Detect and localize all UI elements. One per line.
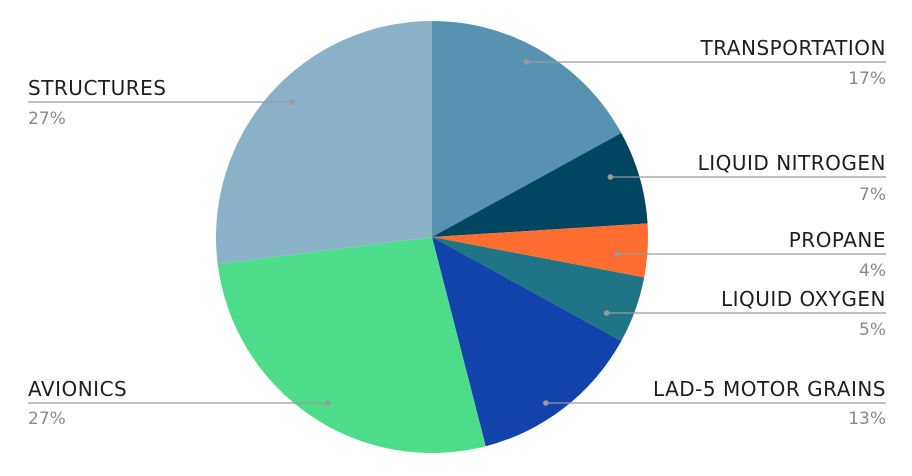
leader-dot <box>324 400 331 406</box>
pie-slice-lad-5-motor-grains <box>432 237 622 447</box>
pie-slice-liquid-oxygen <box>432 237 645 342</box>
leader-dot <box>614 251 621 257</box>
pie-slice-structures <box>216 21 432 265</box>
slice-percent: 7% <box>859 185 886 205</box>
slice-label: PROPANE <box>789 228 886 252</box>
leader-dot <box>603 310 610 316</box>
pie-slices <box>216 21 648 453</box>
slice-label: LAD-5 MOTOR GRAINS <box>653 377 886 401</box>
slice-label: LIQUID OXYGEN <box>721 287 886 311</box>
leader-dot <box>289 99 296 105</box>
leader-dot <box>543 400 549 406</box>
leader-dot <box>523 59 530 65</box>
slice-label: TRANSPORTATION <box>700 36 887 60</box>
slice-percent: 4% <box>859 261 886 281</box>
pie-slice-transportation <box>432 21 622 237</box>
pie-slice-avionics <box>217 237 486 453</box>
pie-slice-liquid-nitrogen <box>432 132 648 237</box>
slice-label: STRUCTURES <box>28 76 167 100</box>
slice-percent: 27% <box>28 109 66 129</box>
slice-label: AVIONICS <box>28 377 127 401</box>
pie-labels: TRANSPORTATION 17% LIQUID NITROGEN 7% PROPAN… <box>28 36 886 429</box>
slice-percent: 27% <box>28 409 66 429</box>
slice-percent: 13% <box>848 409 886 429</box>
pie-slice-propane <box>432 223 648 278</box>
slice-label: LIQUID NITROGEN <box>698 151 886 175</box>
slice-percent: 5% <box>859 320 886 340</box>
leader-dot <box>607 174 614 180</box>
slice-percent: 17% <box>848 69 886 89</box>
